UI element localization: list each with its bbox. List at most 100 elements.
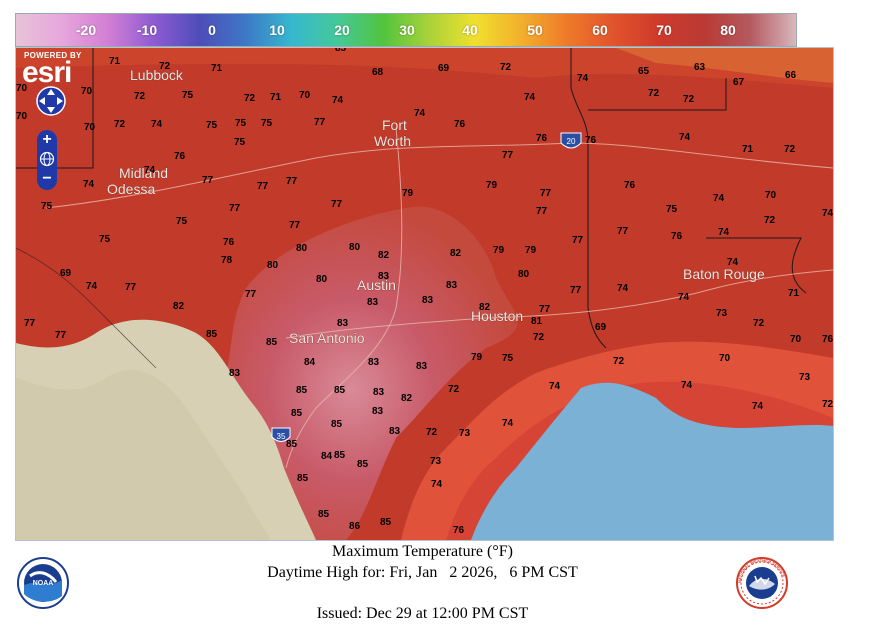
temp-label: 73 bbox=[459, 428, 471, 439]
temp-label: 85 bbox=[318, 509, 330, 520]
temp-label: 75 bbox=[41, 201, 53, 212]
temp-label: 76 bbox=[453, 525, 465, 536]
temp-label: 85 bbox=[335, 48, 347, 54]
temp-label: 74 bbox=[332, 95, 344, 106]
svg-text:NOAA: NOAA bbox=[33, 580, 54, 587]
legend-label: 30 bbox=[399, 22, 415, 38]
temp-label: 66 bbox=[785, 70, 797, 81]
esri-logo[interactable]: POWERED BY esri bbox=[19, 50, 99, 90]
temp-label: 76 bbox=[174, 151, 186, 162]
pan-left-icon[interactable] bbox=[39, 97, 45, 105]
temp-label: 85 bbox=[380, 517, 392, 528]
temp-label: 79 bbox=[471, 352, 483, 363]
map-canvas[interactable]: 20 35 Lubbock Fort Worth Midland Odessa … bbox=[16, 48, 833, 540]
northeast-cooler-area bbox=[616, 48, 833, 83]
temp-label: 75 bbox=[99, 234, 111, 245]
temp-label: 77 bbox=[536, 206, 548, 217]
temp-label: 74 bbox=[502, 418, 514, 429]
temp-label: 76 bbox=[454, 119, 466, 130]
temp-label: 83 bbox=[368, 357, 380, 368]
pan-control[interactable] bbox=[33, 83, 69, 141]
temp-label: 77 bbox=[245, 289, 257, 300]
temp-label: 77 bbox=[314, 117, 326, 128]
temp-label: 79 bbox=[493, 245, 505, 256]
temp-label: 83 bbox=[373, 387, 385, 398]
temp-label: 76 bbox=[671, 231, 683, 242]
temp-label: 77 bbox=[229, 203, 241, 214]
noaa-logo[interactable]: NOAA bbox=[16, 556, 70, 610]
pan-up-icon[interactable] bbox=[47, 89, 55, 95]
city-label-worth: Worth bbox=[374, 133, 411, 149]
temp-label: 76 bbox=[822, 334, 833, 345]
temp-label: 72 bbox=[244, 93, 256, 104]
temp-label: 85 bbox=[334, 385, 346, 396]
globe-icon[interactable] bbox=[39, 151, 55, 167]
temp-label: 79 bbox=[402, 188, 414, 199]
temp-label: 70 bbox=[790, 334, 802, 345]
temp-label: 74 bbox=[151, 119, 163, 130]
legend-label: 40 bbox=[462, 22, 478, 38]
temp-label: 85 bbox=[357, 459, 369, 470]
highway-i10 bbox=[285, 269, 833, 339]
highway-shield-20: 20 bbox=[560, 132, 582, 149]
zoom-control[interactable]: + − bbox=[37, 130, 57, 190]
temp-label: 71 bbox=[109, 56, 121, 67]
temp-label: 69 bbox=[438, 63, 450, 74]
zoom-in-button[interactable]: + bbox=[42, 131, 52, 148]
temp-label: 77 bbox=[55, 330, 67, 341]
temp-label: 65 bbox=[638, 66, 650, 77]
temp-label: 77 bbox=[617, 226, 629, 237]
temp-label: 74 bbox=[549, 381, 561, 392]
nws-logo[interactable]: NATIONAL WEATHER SERVICE bbox=[735, 556, 789, 610]
city-label-baton-rouge: Baton Rouge bbox=[683, 266, 765, 282]
forecast-period: Daytime High for: Fri, Jan 2 2026, 6 PM … bbox=[267, 564, 578, 581]
temp-label: 70 bbox=[299, 90, 311, 101]
warm-region bbox=[216, 206, 518, 540]
pan-down-icon[interactable] bbox=[47, 107, 55, 113]
zoom-out-button[interactable]: − bbox=[42, 170, 52, 187]
temp-label: 77 bbox=[24, 318, 36, 329]
temp-label: 74 bbox=[713, 193, 725, 204]
esri-brand-label: esri bbox=[22, 56, 72, 89]
temp-label: 77 bbox=[502, 150, 514, 161]
temp-label: 74 bbox=[83, 179, 95, 190]
temp-label: 76 bbox=[624, 180, 636, 191]
temp-label: 83 bbox=[229, 368, 241, 379]
temp-label: 74 bbox=[144, 165, 156, 176]
temp-label: 77 bbox=[286, 176, 298, 187]
gulf-water bbox=[471, 382, 833, 540]
temp-label: 74 bbox=[718, 227, 730, 238]
pan-right-icon[interactable] bbox=[57, 97, 63, 105]
temp-label: 74 bbox=[617, 283, 629, 294]
temp-label: 85 bbox=[334, 450, 346, 461]
temp-label: 83 bbox=[367, 297, 379, 308]
temp-label: 72 bbox=[114, 119, 126, 130]
temp-label: 75 bbox=[235, 118, 247, 129]
temp-label: 70 bbox=[16, 111, 28, 122]
city-label-lubbock: Lubbock bbox=[130, 67, 184, 83]
city-label-san-antonio: San Antonio bbox=[289, 330, 365, 346]
temp-label: 75 bbox=[176, 216, 188, 227]
temp-label: 77 bbox=[257, 181, 269, 192]
temp-label: 74 bbox=[681, 380, 693, 391]
temp-label: 71 bbox=[270, 92, 282, 103]
temp-label: 69 bbox=[595, 322, 607, 333]
temp-label: 76 bbox=[585, 135, 597, 146]
state-border-ms bbox=[706, 237, 807, 294]
temp-label: 82 bbox=[173, 301, 185, 312]
temp-label: 82 bbox=[450, 248, 462, 259]
temp-label: 78 bbox=[221, 255, 233, 266]
temp-label: 82 bbox=[378, 250, 390, 261]
city-label-midland: Midland bbox=[119, 165, 168, 181]
temp-label: 72 bbox=[822, 399, 833, 410]
temp-label: 77 bbox=[331, 199, 343, 210]
temperature-map[interactable]: 20 35 Lubbock Fort Worth Midland Odessa … bbox=[15, 47, 834, 541]
legend-label: 0 bbox=[208, 22, 216, 38]
temp-label: 84 bbox=[304, 357, 316, 368]
temp-label: 74 bbox=[678, 292, 690, 303]
temp-label: 72 bbox=[683, 94, 695, 105]
temp-label: 82 bbox=[479, 302, 491, 313]
temp-label: 80 bbox=[267, 260, 279, 271]
temp-label: 67 bbox=[733, 77, 745, 88]
temp-label: 83 bbox=[372, 406, 384, 417]
